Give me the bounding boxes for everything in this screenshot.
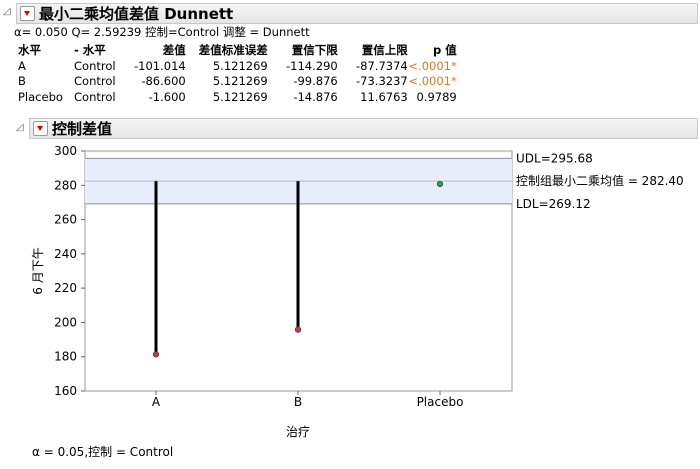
cell: -1.600: [148, 89, 186, 104]
red-triangle-menu-icon[interactable]: [20, 6, 35, 21]
col-header: 置信下限: [291, 43, 338, 57]
cell: 5.121269: [212, 89, 268, 104]
section-header-control-diff[interactable]: 控制差值: [29, 118, 698, 139]
y-tick-label: 300: [54, 144, 77, 158]
x-axis-label: 治疗: [286, 425, 310, 439]
cell: <.0001*: [408, 58, 457, 73]
point-A: [152, 351, 160, 358]
y-tick-label: 260: [54, 213, 77, 227]
cell: A: [18, 58, 26, 73]
cell: B: [18, 74, 26, 89]
cell: 11.6763: [360, 89, 408, 104]
y-tick-label: 240: [54, 247, 77, 261]
x-tick-label: Placebo: [417, 395, 464, 409]
collapse-icon[interactable]: ◿: [16, 122, 24, 133]
cell: 5.121269: [212, 58, 268, 73]
cell: -87.7374: [356, 58, 408, 73]
cell: -14.876: [293, 89, 338, 104]
cell: -101.014: [134, 58, 186, 73]
y-tick-label: 180: [54, 350, 77, 364]
y-tick-label: 220: [54, 281, 77, 295]
cell: -86.600: [141, 74, 186, 89]
col-header: 差值标准误差: [198, 43, 268, 57]
cell: Placebo: [18, 89, 63, 104]
cell: Control: [74, 74, 116, 89]
section-header-dunnett[interactable]: 最小二乘均值差值 Dunnett: [16, 3, 698, 24]
red-triangle-menu-icon[interactable]: [33, 121, 48, 136]
section-title: 最小二乘均值差值 Dunnett: [39, 5, 234, 23]
y-tick-label: 280: [54, 178, 77, 192]
cell: -99.876: [293, 74, 338, 89]
section-title: 控制差值: [52, 120, 113, 138]
cell: 5.121269: [212, 74, 268, 89]
y-tick-label: 160: [54, 384, 77, 398]
x-tick-label: B: [294, 395, 302, 409]
subtitle: α= 0.050 Q= 2.59239 控制=Control 调整 = Dunn…: [14, 25, 310, 39]
col-header: 差值: [162, 43, 186, 57]
cell: 0.9789: [416, 89, 457, 104]
y-axis-label: 6 月下午: [31, 247, 45, 294]
cell: Control: [74, 89, 116, 104]
cell: -114.290: [286, 58, 338, 73]
ldl-label: LDL=269.12: [516, 197, 591, 211]
collapse-icon[interactable]: ◿: [3, 6, 11, 17]
table-row: B Control -86.600 5.121269 -99.876 -73.3237 <.…: [18, 74, 457, 90]
udl-label: UDL=295.68: [516, 151, 593, 165]
point-B: [294, 326, 302, 333]
col-header: 置信上限: [361, 43, 408, 57]
col-header: p 值: [432, 43, 457, 57]
y-tick-label: 200: [54, 315, 77, 329]
dunnett-table: 水平 - 水平 差值 差值标准误差 置信下限 置信上限 p 值 A Control…: [18, 42, 457, 105]
control-mean-label: 控制组最小二乘均值 = 282.40: [516, 173, 684, 188]
cell: <.0001*: [408, 74, 457, 89]
x-tick-label: A: [152, 395, 161, 409]
table-header: 水平 - 水平 差值 差值标准误差 置信下限 置信上限 p 值: [18, 42, 457, 58]
table-row: A Control -101.014 5.121269 -114.290 -87.7374…: [18, 58, 457, 74]
cell: Control: [74, 58, 116, 73]
footnote: α = 0.05,控制 = Control: [32, 445, 174, 459]
table-row: Placebo Control -1.600 5.121269 -14.876 11.67…: [18, 89, 457, 105]
col-header: 水平: [18, 43, 41, 57]
point-Placebo: [436, 180, 444, 188]
cell: -73.3237: [356, 74, 408, 89]
col-header: - 水平: [74, 43, 106, 57]
